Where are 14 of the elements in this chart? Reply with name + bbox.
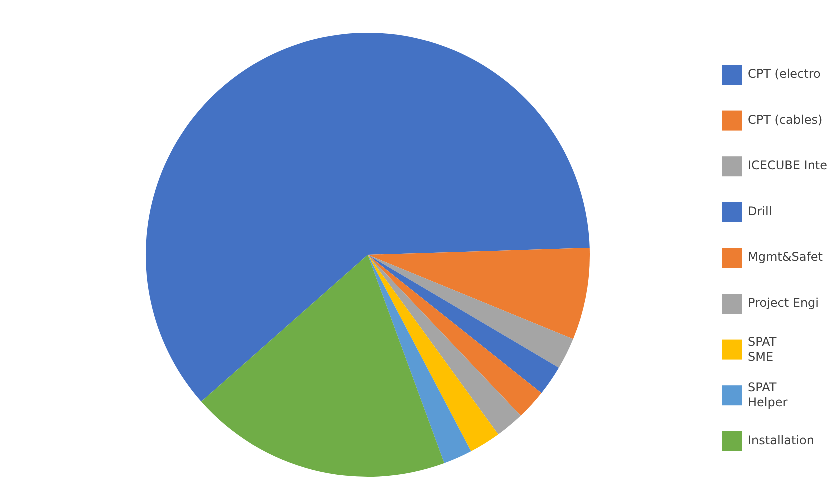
- legend-label: Installation: [748, 434, 814, 448]
- legend-label: Mgmt&Safet: [748, 250, 824, 264]
- legend-label: ICECUBE Inte: [748, 158, 828, 173]
- pie-slice: [201, 255, 445, 477]
- legend-label: CPT (electro: [748, 67, 821, 82]
- pie-slice: [368, 255, 472, 464]
- legend-label: CPT (cables): [748, 113, 823, 128]
- legend-label: Project Engi: [748, 296, 820, 310]
- legend-label: SPAT SME: [748, 335, 778, 364]
- legend-label: Drill: [748, 204, 772, 219]
- legend-label: SPAT Helper: [748, 380, 788, 410]
- pie-slice: [368, 255, 498, 452]
- pie-slice: [146, 33, 590, 402]
- pie-slice: [368, 255, 560, 394]
